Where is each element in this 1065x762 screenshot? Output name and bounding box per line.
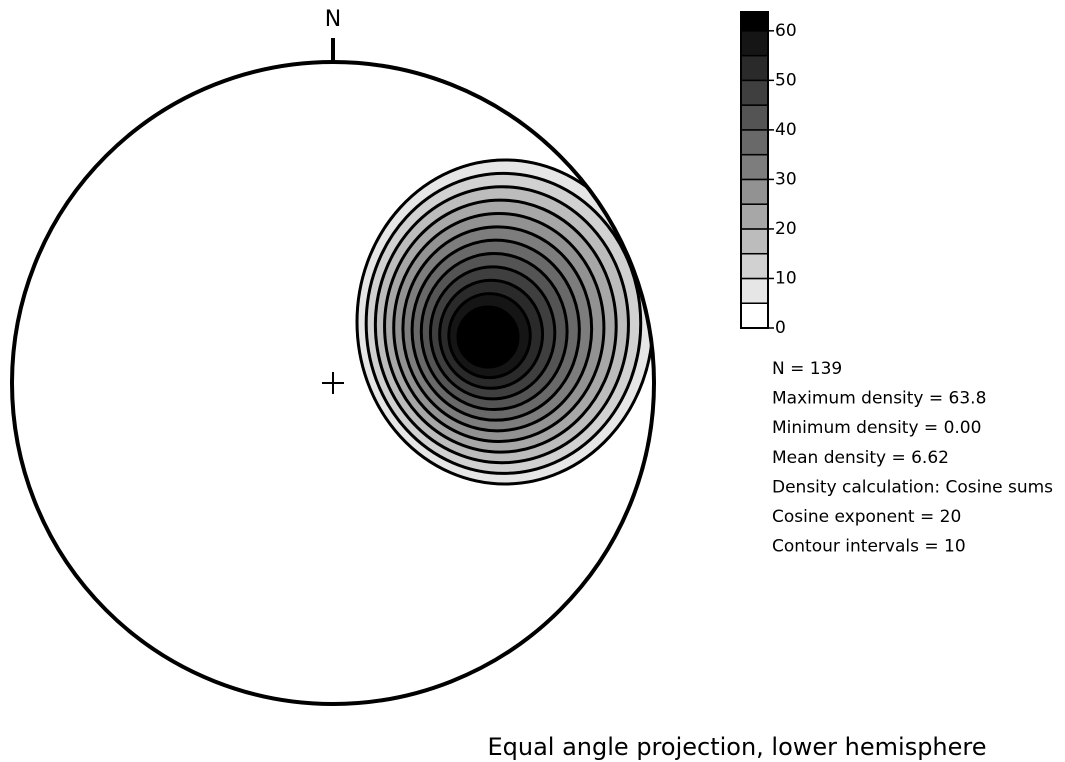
colorbar-band bbox=[740, 30, 769, 57]
stat-line: Cosine exponent = 20 bbox=[772, 507, 961, 527]
stat-line: Minimum density = 0.00 bbox=[772, 418, 981, 438]
stat-line: N = 139 bbox=[772, 359, 842, 379]
colorbar-band bbox=[740, 178, 769, 205]
colorbar-tick-label: 60 bbox=[775, 21, 797, 41]
stat-line: Density calculation: Cosine sums bbox=[772, 477, 1053, 497]
colorbar-tick-label: 10 bbox=[775, 268, 797, 288]
colorbar-tick-label: 40 bbox=[775, 120, 797, 140]
colorbar-tick-label: 30 bbox=[775, 169, 797, 189]
colorbar-tick-label: 20 bbox=[775, 219, 797, 239]
colorbar-band bbox=[740, 104, 769, 131]
colorbar-band bbox=[740, 277, 769, 304]
contour bbox=[456, 305, 520, 369]
colorbar-band bbox=[740, 153, 769, 181]
stat-line: Maximum density = 63.8 bbox=[772, 389, 986, 409]
colorbar-tick-label: 0 bbox=[775, 318, 786, 338]
colorbar-band bbox=[740, 79, 769, 106]
north-label: N bbox=[325, 7, 341, 32]
contour bbox=[12, 438, 43, 642]
colorbar-band bbox=[740, 54, 769, 82]
colorbar-band bbox=[740, 302, 769, 329]
stat-line: Contour intervals = 10 bbox=[772, 537, 966, 557]
colorbar-band bbox=[740, 228, 769, 255]
colorbar-band bbox=[740, 203, 769, 230]
colorbar-frame bbox=[740, 11, 769, 329]
colorbar-band bbox=[740, 129, 769, 156]
contour-group bbox=[12, 158, 654, 642]
footer: Equal angle projection, lower hemisphere bbox=[487, 733, 986, 761]
colorbar-tick-label: 50 bbox=[775, 70, 797, 90]
colorbar-band bbox=[740, 252, 769, 280]
stat-line: Mean density = 6.62 bbox=[772, 448, 949, 468]
colorbar-band bbox=[740, 11, 769, 32]
